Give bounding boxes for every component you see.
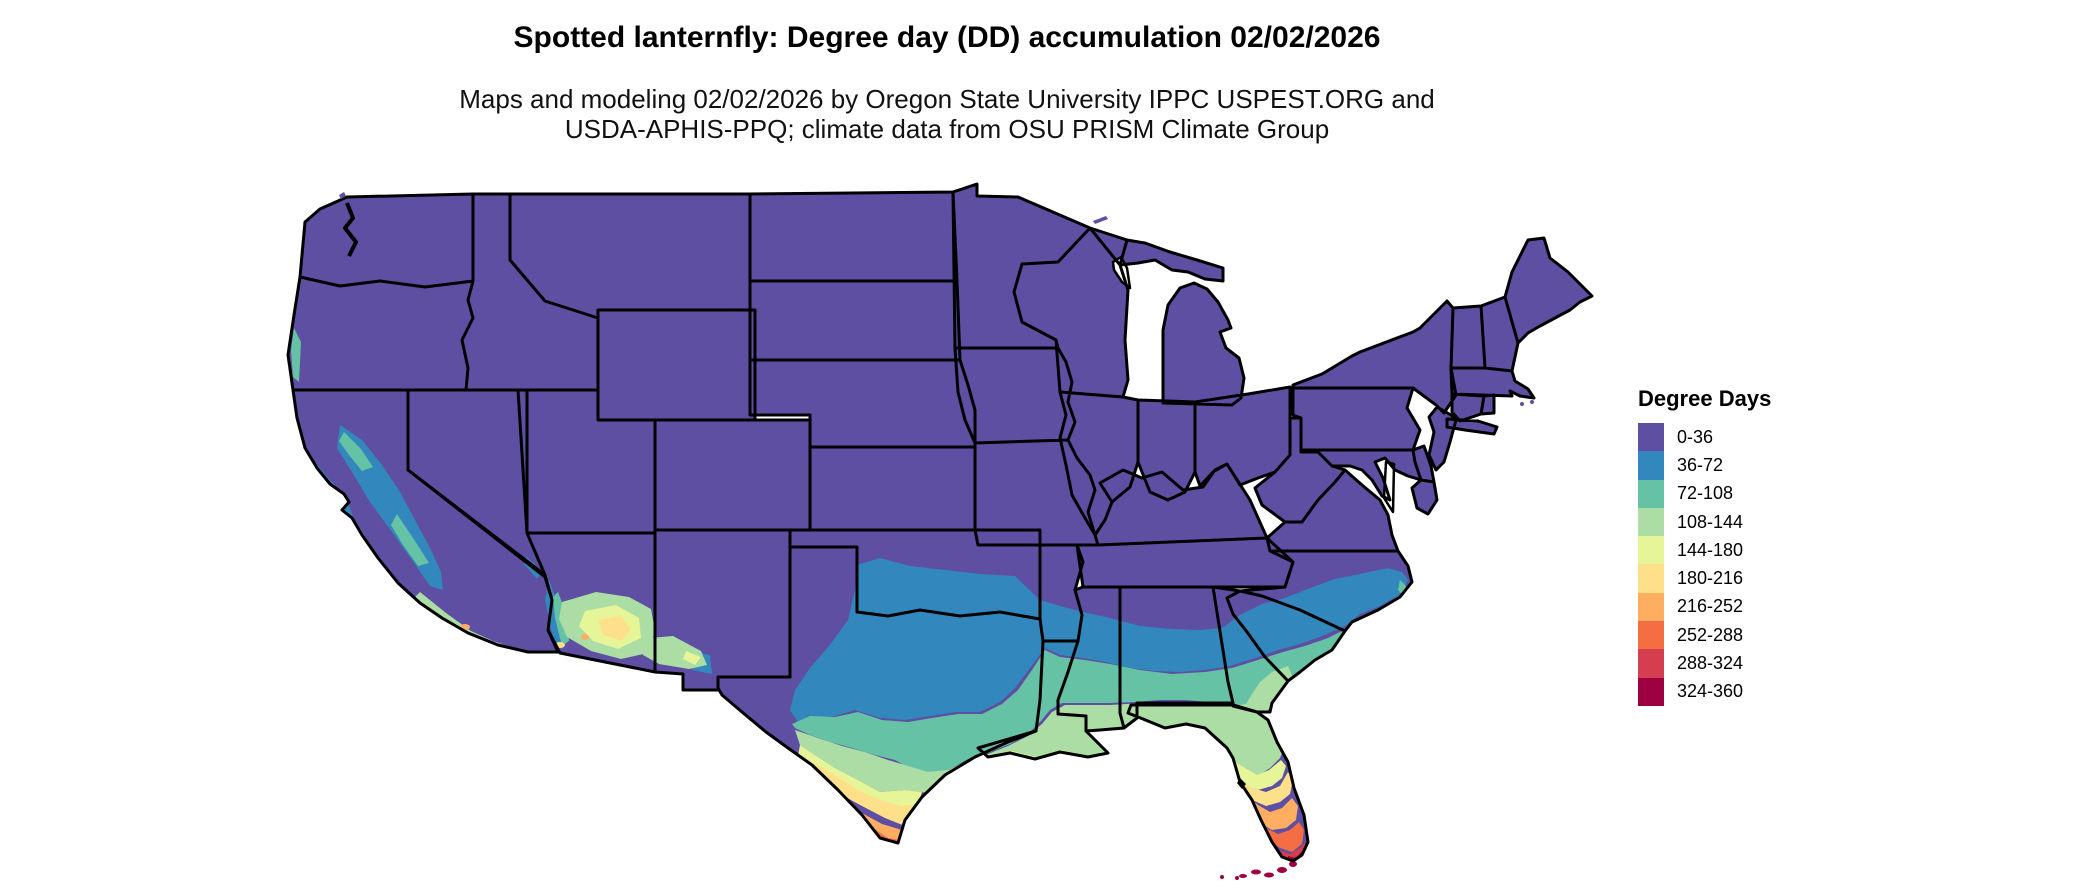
- subtitle-line-1: Maps and modeling 02/02/2026 by Oregon S…: [459, 84, 1435, 114]
- legend-swatch: [1638, 564, 1664, 593]
- map-subtitle: Maps and modeling 02/02/2026 by Oregon S…: [0, 84, 1894, 144]
- legend-label: 324-360: [1677, 681, 1744, 702]
- legend-swatch: [1638, 677, 1664, 706]
- legend-swatch: [1638, 536, 1664, 565]
- legend-label: 180-216: [1677, 568, 1744, 589]
- nantucket-island: [1530, 400, 1534, 404]
- legend-label: 0-36: [1677, 426, 1714, 447]
- florida-keys: [1220, 861, 1297, 880]
- legend-item: 252-288: [1638, 621, 1771, 650]
- legend-swatch: [1638, 592, 1664, 622]
- legend-label: 216-252: [1677, 596, 1744, 617]
- legend-item: 216-252: [1638, 592, 1771, 622]
- puget-sound: [343, 202, 358, 257]
- band-36-72: [315, 425, 1408, 722]
- legend-swatch: [1638, 451, 1664, 480]
- small-islands: [339, 192, 1534, 406]
- band-108-144: [413, 592, 1294, 802]
- san-juan-islands: [339, 192, 356, 205]
- legend-item: 0-36: [1638, 423, 1771, 452]
- legend-swatch: [1638, 507, 1664, 537]
- legend: Degree Days 0-36 36-72 72-108 108-144 144-18…: [1638, 386, 1771, 706]
- legend-label: 108-144: [1677, 511, 1744, 532]
- marthas-vineyard-island: [1520, 402, 1524, 406]
- legend-label: 252-288: [1677, 624, 1744, 645]
- legend-swatch: [1638, 479, 1664, 508]
- legend-swatch: [1638, 423, 1664, 452]
- legend-label: 288-324: [1677, 653, 1744, 674]
- isle-royale: [1093, 216, 1108, 224]
- legend-item: 72-108: [1638, 479, 1771, 508]
- legend-label: 36-72: [1677, 454, 1724, 475]
- legend-swatch: [1638, 649, 1664, 678]
- legend-item: 180-216: [1638, 564, 1771, 593]
- legend-item: 108-144: [1638, 507, 1771, 537]
- band-288-324: [1266, 842, 1306, 860]
- tampa-bay: [1237, 778, 1246, 789]
- legend-item: 288-324: [1638, 649, 1771, 678]
- legend-item: 324-360: [1638, 677, 1771, 706]
- subtitle-line-2: USDA-APHIS-PPQ; climate data from OSU PR…: [564, 114, 1330, 144]
- legend-swatch: [1638, 621, 1664, 650]
- legend-label: 144-180: [1677, 539, 1744, 560]
- legend-title: Degree Days: [1638, 386, 1772, 411]
- legend-rows: 0-36 36-72 72-108 108-144 144-180 180-216 216-…: [1638, 423, 1771, 706]
- map-title: Spotted lanternfly: Degree day (DD) accu…: [513, 21, 1381, 54]
- legend-label: 72-108: [1677, 483, 1734, 504]
- band-252-288: [870, 818, 1304, 852]
- legend-item: 144-180: [1638, 536, 1771, 565]
- band-72-108: [291, 328, 1408, 782]
- legend-item: 36-72: [1638, 451, 1771, 480]
